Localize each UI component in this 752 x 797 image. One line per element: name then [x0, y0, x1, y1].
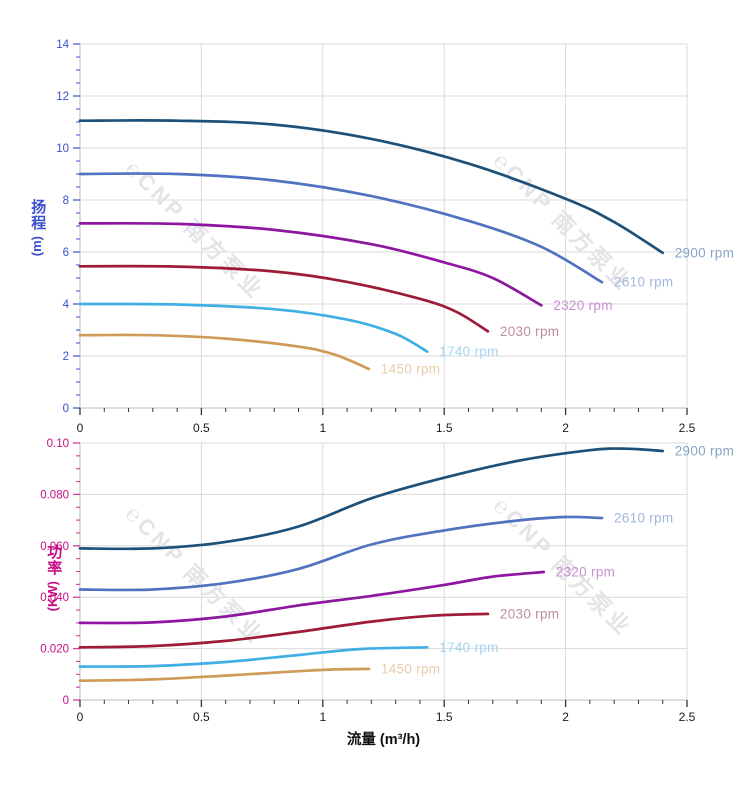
y-tick-label: 0.060: [40, 541, 69, 553]
series-label-2610-rpm: 2610 rpm: [614, 511, 673, 526]
y-tick-label: 0: [63, 695, 69, 707]
head-axis-title: 扬程 (m): [25, 199, 49, 256]
series-label-2030-rpm: 2030 rpm: [500, 324, 559, 339]
head-axis-title-text: 扬程: [29, 199, 47, 231]
y-tick-label: 14: [56, 39, 69, 51]
series-line-1450-rpm: [78, 667, 371, 683]
x-tick-label: 2.5: [679, 421, 696, 435]
series-line-2900-rpm: [78, 119, 665, 255]
series-line-2610-rpm: [78, 515, 604, 592]
series-label-1740-rpm: 1740 rpm: [439, 640, 498, 655]
series-label-2320-rpm: 2320 rpm: [553, 298, 612, 313]
series-line-1740-rpm: [78, 645, 429, 668]
power-axis-title: 功率 (KW): [41, 544, 65, 611]
series-line-2900-rpm: [78, 447, 665, 551]
y-tick-label: 0.020: [40, 644, 69, 656]
y-tick-label: 0.10: [47, 438, 69, 450]
series-label-2900-rpm: 2900 rpm: [675, 245, 734, 260]
y-tick-label: 6: [63, 247, 69, 259]
series-line-2030-rpm: [78, 612, 490, 649]
series-label-1450-rpm: 1450 rpm: [381, 362, 440, 377]
x-tick-label: 0: [77, 710, 84, 724]
x-tick-label: 0.5: [193, 421, 210, 435]
series-line-2610-rpm: [78, 172, 604, 284]
series-label-1450-rpm: 1450 rpm: [381, 661, 440, 676]
head-axis-unit: (m): [28, 236, 44, 257]
series-label-2900-rpm: 2900 rpm: [675, 443, 734, 458]
power-axis-title-text: 功率: [45, 544, 63, 576]
x-tick-label: 1.5: [436, 421, 453, 435]
x-tick-label: 1: [319, 421, 326, 435]
series-line-2030-rpm: [78, 264, 490, 333]
series-label-2320-rpm: 2320 rpm: [556, 565, 615, 580]
series-line-1740-rpm: [78, 302, 429, 353]
series-label-2610-rpm: 2610 rpm: [614, 275, 673, 290]
x-tick-label: 1: [319, 710, 326, 724]
series-line-2320-rpm: [78, 570, 546, 625]
y-tick-label: 12: [56, 91, 69, 103]
series-label-2030-rpm: 2030 rpm: [500, 606, 559, 621]
y-tick-label: 4: [63, 299, 70, 311]
power-axis-unit: (KW): [44, 581, 60, 612]
power-chart: 0 0.020 0.040 0.060 0.080 0.10 0 0.5 1 1.5 2 2.5 ℮CN…: [40, 438, 734, 724]
flow-axis-title: 流量 (m³/h): [346, 732, 421, 748]
y-tick-label: 0.080: [40, 489, 69, 501]
series-label-1740-rpm: 1740 rpm: [439, 344, 498, 359]
x-tick-label: 2: [562, 710, 569, 724]
watermark: ℮CNP 南方泵业: [120, 501, 268, 649]
y-tick-label: 0: [63, 403, 69, 415]
series-line-2320-rpm: [78, 221, 543, 307]
x-tick-label: 2: [562, 421, 569, 435]
x-tick-label: 0: [77, 421, 84, 435]
series-line-1450-rpm: [78, 333, 371, 371]
y-tick-label: 8: [63, 195, 69, 207]
y-tick-label: 2: [63, 351, 69, 363]
x-tick-label: 0.5: [193, 710, 210, 724]
x-tick-label: 1.5: [436, 710, 453, 724]
y-tick-label: 0.040: [40, 592, 69, 604]
x-tick-label: 2.5: [679, 710, 696, 724]
y-tick-label: 10: [56, 143, 69, 155]
